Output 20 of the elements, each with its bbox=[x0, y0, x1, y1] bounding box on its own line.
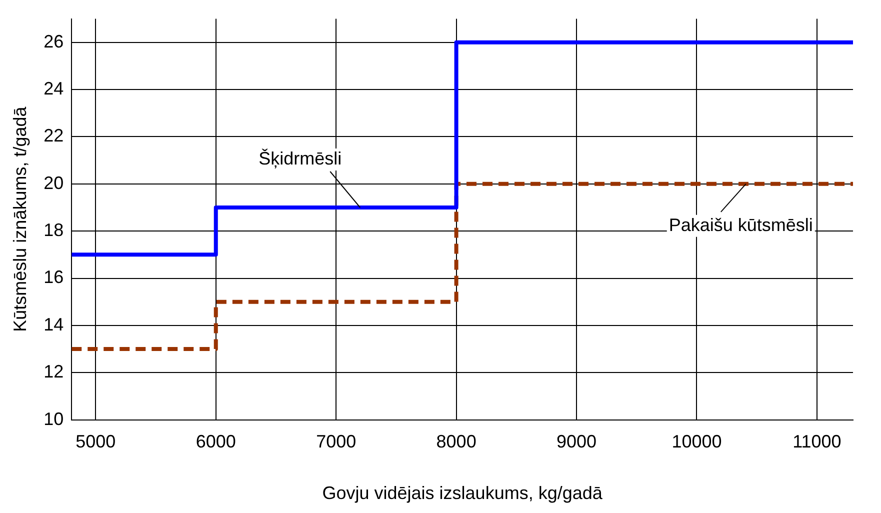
x-tick-label: 6000 bbox=[196, 432, 236, 452]
y-tick-label: 20 bbox=[44, 172, 64, 193]
x-tick-label: 9000 bbox=[556, 432, 597, 452]
x-tick-label: 8000 bbox=[436, 432, 476, 452]
x-tick-label: 11000 bbox=[792, 432, 842, 452]
series-label: Pakaišu kūtsmēsli bbox=[668, 214, 813, 235]
y-tick-label: 10 bbox=[44, 408, 64, 429]
y-axis-title: Kūtsmēslu iznākums, t/gadā bbox=[10, 106, 30, 332]
y-tick-label: 26 bbox=[44, 31, 64, 52]
y-tick-label: 22 bbox=[44, 126, 64, 146]
y-tick-label: 14 bbox=[44, 314, 64, 334]
x-axis-title: Govju vidējais izslaukums, kg/gadā bbox=[322, 483, 604, 504]
y-tick-label: 24 bbox=[44, 78, 64, 99]
y-tick-label: 12 bbox=[44, 362, 64, 382]
y-tick-label: 18 bbox=[44, 220, 64, 240]
x-tick-label: 5000 bbox=[76, 432, 116, 452]
text: Šķidrmēsli bbox=[258, 148, 342, 168]
x-tick-label: 7000 bbox=[316, 432, 356, 452]
x-tick-label: 10000 bbox=[672, 432, 722, 452]
y-tick-label: 16 bbox=[44, 267, 64, 288]
